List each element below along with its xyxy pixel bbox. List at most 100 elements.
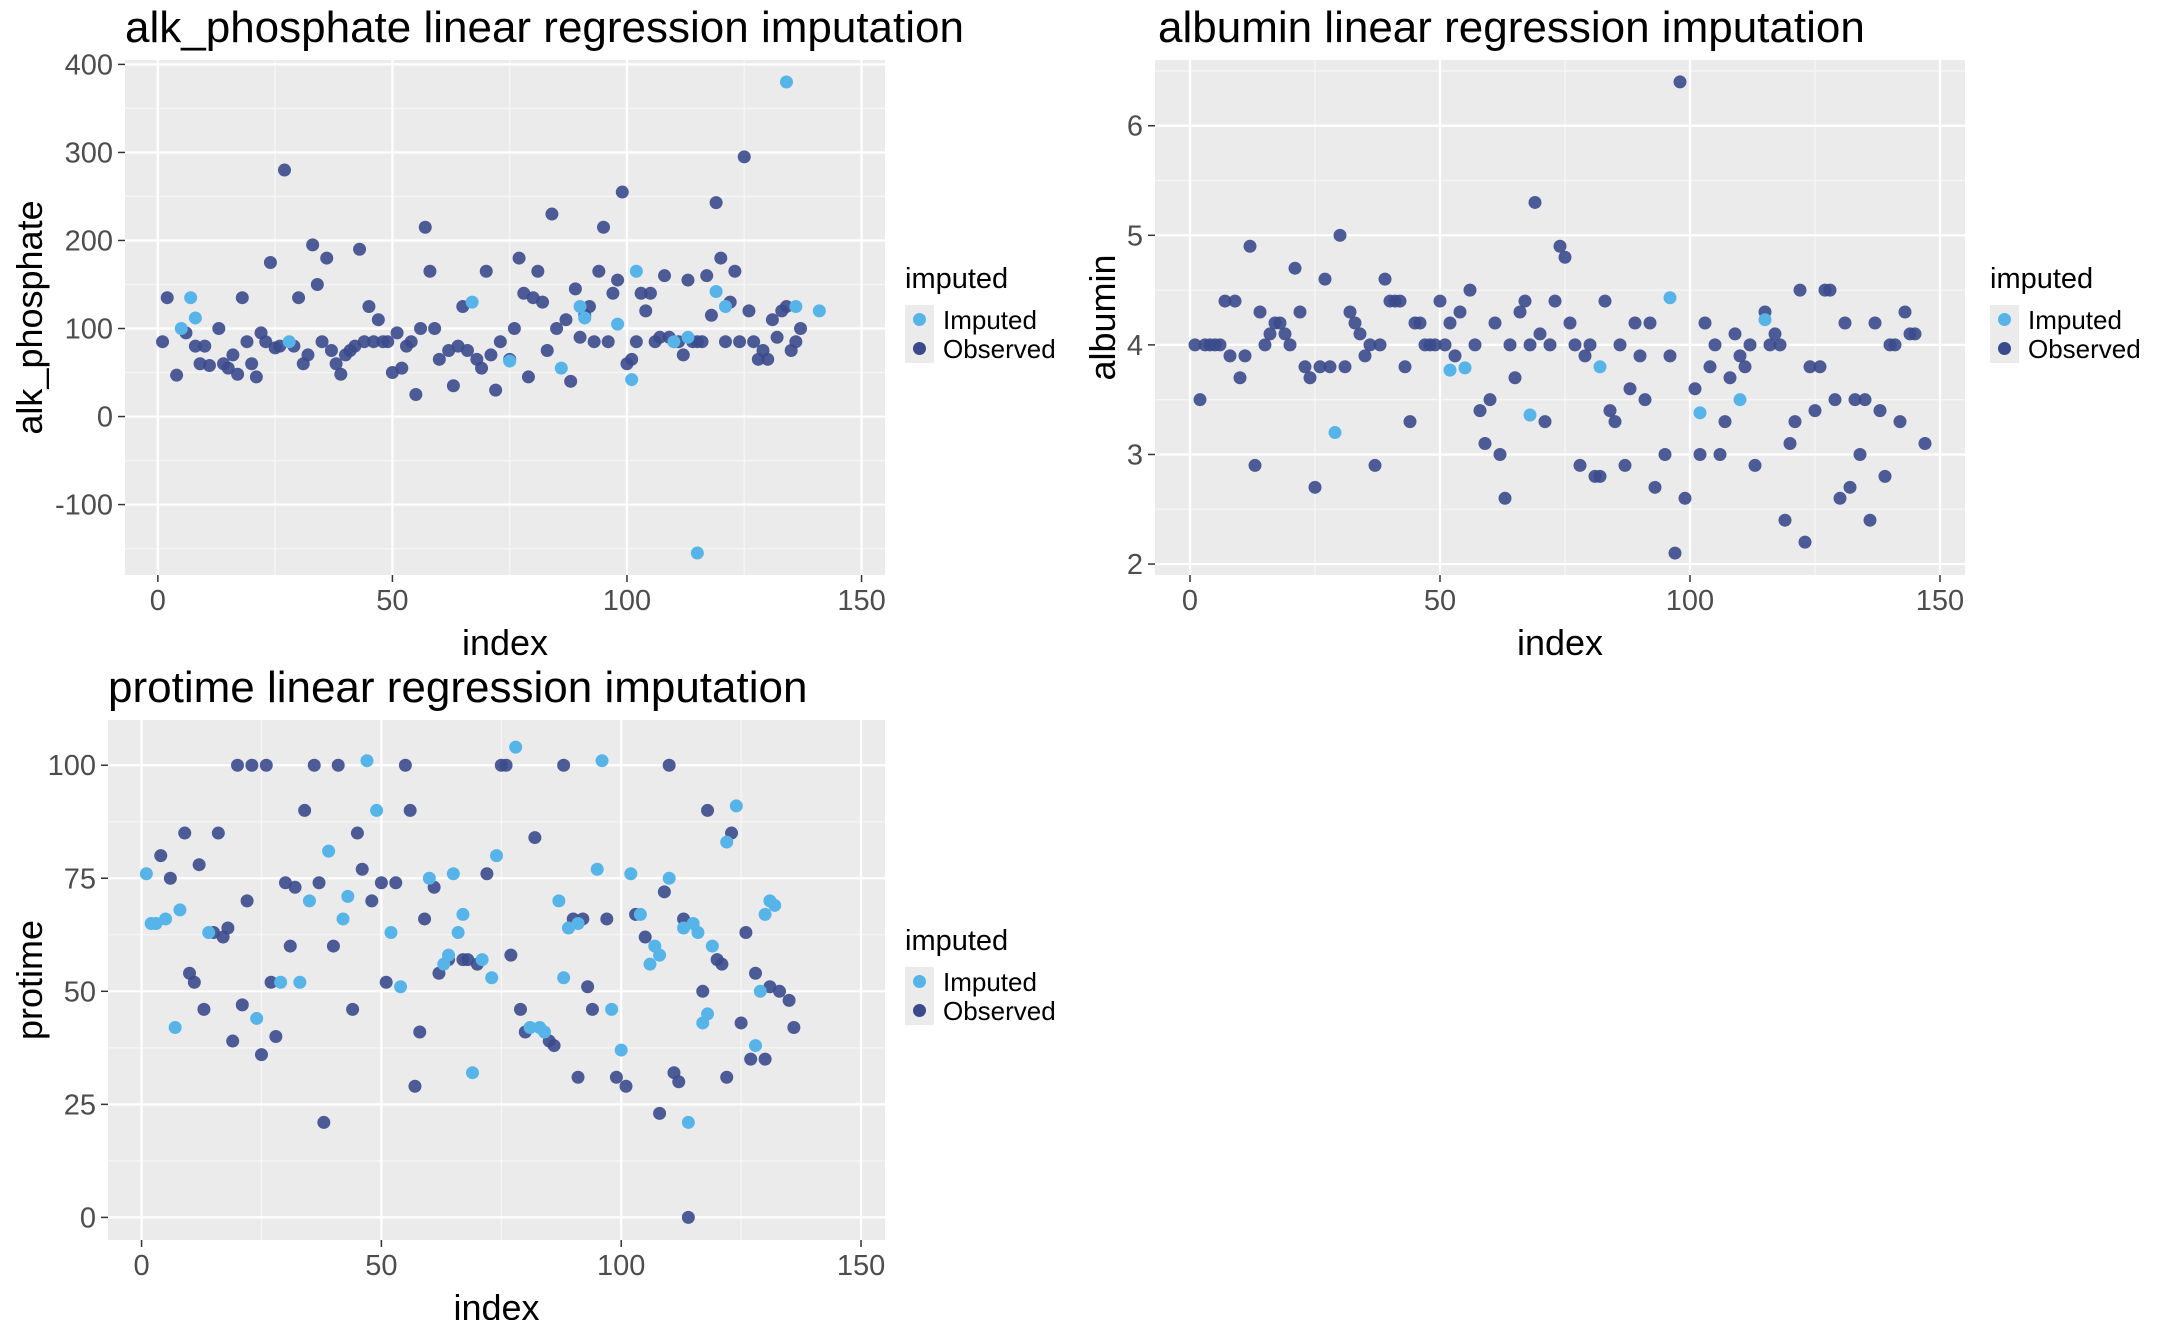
data-point-observed: [611, 273, 625, 287]
data-point-observed: [704, 308, 718, 322]
data-point-observed: [484, 348, 498, 362]
data-point-observed: [587, 335, 601, 349]
data-point-observed: [1688, 382, 1702, 396]
legend-swatch-observed: [913, 342, 926, 355]
data-point-observed: [1663, 349, 1677, 363]
data-point-observed: [513, 1002, 527, 1016]
data-point-imputed: [629, 264, 643, 278]
data-point-imputed: [573, 299, 587, 313]
data-point-observed: [381, 335, 395, 349]
data-point-observed: [557, 758, 571, 772]
legend-swatch-imputed: [913, 313, 926, 326]
y-axis-title: protime: [9, 920, 50, 1040]
data-point-observed: [231, 758, 244, 772]
data-point-observed: [1878, 469, 1892, 483]
data-point-observed: [404, 335, 418, 349]
data-point-observed: [1858, 393, 1872, 407]
data-point-observed: [163, 871, 177, 885]
data-point-observed: [1843, 480, 1857, 494]
data-point-observed: [1453, 305, 1467, 319]
y-tick-label: 4: [1127, 330, 1143, 362]
legend-label-imputed: Imputed: [943, 967, 1037, 997]
data-point-observed: [1918, 437, 1932, 451]
data-point-observed: [653, 330, 667, 344]
data-point-imputed: [341, 889, 355, 903]
data-point-imputed: [720, 835, 734, 849]
data-point-observed: [559, 313, 573, 327]
data-point-observed: [1413, 316, 1427, 330]
data-point-imputed: [384, 926, 398, 940]
data-point-observed: [211, 826, 225, 840]
data-point-imputed: [1328, 426, 1342, 440]
data-point-imputed: [188, 311, 202, 325]
data-point-observed: [794, 322, 808, 336]
data-point-observed: [489, 383, 503, 397]
x-tick-label: 50: [1424, 585, 1456, 617]
data-point-imputed: [749, 1039, 762, 1053]
legend-swatch-observed: [1998, 342, 2011, 355]
data-point-observed: [504, 948, 518, 962]
data-point-imputed: [1693, 406, 1707, 420]
data-point-observed: [545, 207, 559, 221]
data-point-observed: [1428, 338, 1442, 352]
data-point-observed: [499, 758, 513, 772]
data-point-observed: [564, 374, 578, 388]
plot-panel: [1155, 60, 1965, 575]
data-point-imputed: [370, 803, 384, 817]
x-axis-title: index: [453, 1287, 539, 1320]
data-point-imputed: [503, 354, 517, 368]
data-point-observed: [413, 1025, 427, 1039]
legend-label-observed: Observed: [943, 996, 1056, 1026]
data-point-observed: [1593, 469, 1607, 483]
data-point-observed: [1693, 447, 1707, 461]
data-point-observed: [1658, 447, 1672, 461]
data-point-imputed: [274, 975, 288, 989]
chart-title: albumin linear regression imputation: [1158, 3, 1865, 52]
x-axis: 0 50 100 150 index: [134, 1240, 885, 1325]
data-point-observed: [1893, 415, 1907, 429]
data-point-observed: [357, 335, 371, 349]
data-point-observed: [1258, 338, 1272, 352]
data-point-observed: [240, 335, 254, 349]
data-point-observed: [531, 264, 545, 278]
data-point-imputed: [705, 939, 719, 953]
data-point-observed: [460, 344, 474, 358]
data-point-observed: [701, 803, 715, 817]
data-point-observed: [1473, 404, 1487, 418]
data-point-observed: [1768, 327, 1782, 341]
data-point-observed: [1393, 294, 1407, 308]
data-point-observed: [329, 357, 343, 371]
data-point-observed: [1573, 458, 1587, 472]
data-point-observed: [1523, 338, 1537, 352]
data-point-observed: [188, 339, 202, 353]
data-point-observed: [758, 1052, 772, 1066]
data-point-observed: [653, 1106, 667, 1120]
data-point-observed: [1438, 338, 1452, 352]
y-tick-label: 200: [65, 225, 113, 257]
x-tick-label: 0: [1182, 585, 1198, 617]
data-point-observed: [1673, 75, 1687, 89]
data-point-observed: [307, 758, 321, 772]
data-point-observed: [1433, 294, 1447, 308]
data-point-observed: [1348, 316, 1362, 330]
data-point-observed: [581, 980, 595, 994]
data-point-observed: [787, 1020, 801, 1034]
data-point-observed: [395, 361, 409, 375]
data-point-observed: [1578, 349, 1592, 363]
y-tick-label: -100: [55, 490, 113, 522]
data-point-observed: [1283, 338, 1297, 352]
data-point-observed: [592, 264, 606, 278]
data-point-observed: [480, 867, 494, 881]
data-point-observed: [734, 1016, 748, 1030]
data-point-observed: [634, 286, 648, 300]
data-point-observed: [1813, 360, 1827, 374]
x-axis: 0 50 100 150 index: [1182, 575, 1964, 663]
data-point-observed: [1463, 283, 1477, 297]
data-point-imputed: [456, 907, 470, 921]
chart-3: protime linear regression imputation 0 50 1…: [9, 663, 1056, 1325]
data-point-observed: [1648, 480, 1662, 494]
data-point-observed: [1483, 393, 1497, 407]
y-tick-label: 300: [65, 137, 113, 169]
